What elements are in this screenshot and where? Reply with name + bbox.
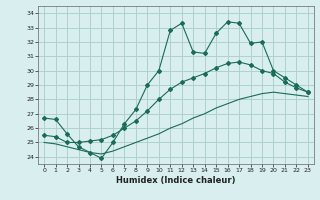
X-axis label: Humidex (Indice chaleur): Humidex (Indice chaleur) <box>116 176 236 185</box>
